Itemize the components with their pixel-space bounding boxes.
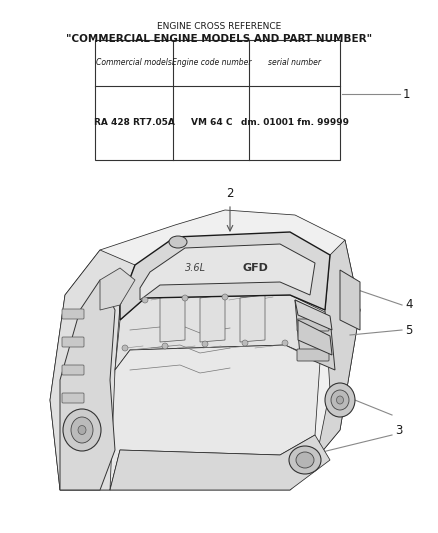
Polygon shape xyxy=(110,345,320,490)
Polygon shape xyxy=(290,240,360,490)
Polygon shape xyxy=(100,268,135,310)
Text: dm. 01001 fm. 99999: dm. 01001 fm. 99999 xyxy=(240,118,349,127)
Text: 3: 3 xyxy=(395,424,403,437)
Polygon shape xyxy=(50,210,360,490)
Polygon shape xyxy=(110,435,330,490)
Circle shape xyxy=(142,297,148,303)
Text: RA 428 RT7.05A: RA 428 RT7.05A xyxy=(94,118,175,127)
Ellipse shape xyxy=(289,446,321,474)
Circle shape xyxy=(122,345,128,351)
FancyBboxPatch shape xyxy=(297,319,329,331)
Ellipse shape xyxy=(331,390,349,410)
Text: VM 64 C: VM 64 C xyxy=(191,118,232,127)
Ellipse shape xyxy=(78,425,86,434)
Polygon shape xyxy=(298,320,332,355)
Text: serial number: serial number xyxy=(268,58,321,67)
Ellipse shape xyxy=(325,383,355,417)
Circle shape xyxy=(242,340,248,346)
Bar xyxy=(95,40,340,160)
Text: 3.6L: 3.6L xyxy=(184,263,205,273)
Ellipse shape xyxy=(336,396,343,404)
FancyBboxPatch shape xyxy=(297,349,329,361)
Ellipse shape xyxy=(296,452,314,468)
FancyBboxPatch shape xyxy=(62,309,84,319)
Circle shape xyxy=(182,295,188,301)
Circle shape xyxy=(282,340,288,346)
Ellipse shape xyxy=(169,236,187,248)
Circle shape xyxy=(202,341,208,347)
Polygon shape xyxy=(295,300,335,370)
Circle shape xyxy=(222,294,228,300)
Polygon shape xyxy=(240,295,265,342)
FancyBboxPatch shape xyxy=(62,337,84,347)
Ellipse shape xyxy=(71,417,93,443)
Text: Commercial models: Commercial models xyxy=(96,58,172,67)
Polygon shape xyxy=(140,244,315,300)
FancyBboxPatch shape xyxy=(62,393,84,403)
Ellipse shape xyxy=(63,409,101,451)
Polygon shape xyxy=(120,232,330,320)
Polygon shape xyxy=(50,250,135,490)
Circle shape xyxy=(162,343,168,349)
Polygon shape xyxy=(160,295,185,342)
Text: 5: 5 xyxy=(405,324,412,336)
Text: "COMMERCIAL ENGINE MODELS AND PART NUMBER": "COMMERCIAL ENGINE MODELS AND PART NUMBE… xyxy=(66,34,372,44)
Text: Engine code number: Engine code number xyxy=(172,58,251,67)
Text: ENGINE CROSS REFERENCE: ENGINE CROSS REFERENCE xyxy=(157,22,281,31)
FancyBboxPatch shape xyxy=(62,365,84,375)
Polygon shape xyxy=(340,270,360,330)
Text: 2: 2 xyxy=(226,187,234,200)
Polygon shape xyxy=(200,295,225,342)
Polygon shape xyxy=(115,295,325,370)
Polygon shape xyxy=(60,280,115,490)
Polygon shape xyxy=(295,300,332,330)
Text: 4: 4 xyxy=(405,298,413,311)
Text: 1: 1 xyxy=(403,87,410,101)
Text: GFD: GFD xyxy=(242,263,268,273)
